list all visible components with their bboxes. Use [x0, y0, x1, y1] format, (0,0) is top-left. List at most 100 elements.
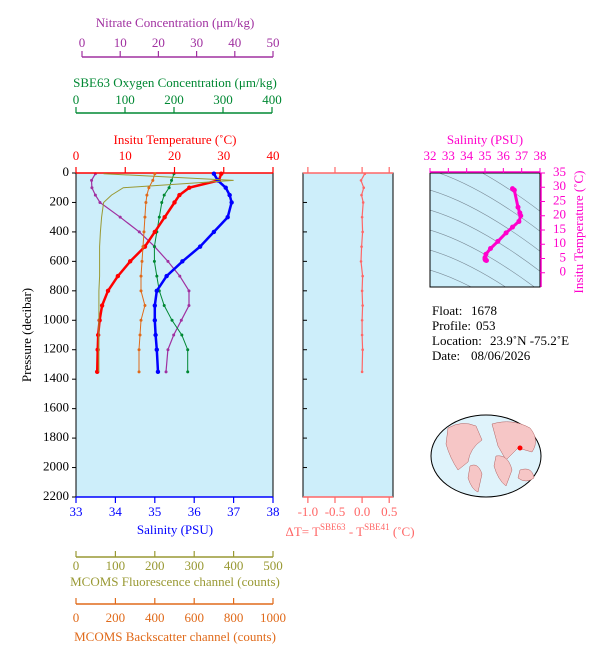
info-label: Float:	[432, 303, 462, 318]
diff-point	[361, 230, 364, 234]
profile-point	[152, 303, 157, 308]
profile-point	[137, 348, 141, 352]
profile-point	[219, 171, 224, 176]
y-tick-label: 5	[560, 249, 567, 264]
x-tick-label: 800	[224, 610, 244, 625]
y-tick-label: 200	[50, 193, 70, 208]
diff-point	[362, 186, 366, 190]
x-tick-label: 0	[73, 92, 80, 107]
profile-point	[172, 200, 177, 205]
profile-point	[97, 318, 102, 323]
x-tick-label: 20	[152, 35, 165, 50]
y-tick-label: 10	[553, 235, 566, 250]
x-tick-label: 34	[460, 148, 474, 163]
profile-point	[152, 318, 157, 323]
profile-point	[177, 192, 182, 198]
profile-point	[105, 288, 111, 294]
profile-point	[141, 245, 145, 249]
diff-point	[363, 172, 367, 176]
profile-point	[137, 370, 141, 374]
x-tick-label: 0	[73, 558, 80, 573]
profile-point	[143, 304, 147, 308]
profile-line	[153, 173, 189, 372]
profile-point	[98, 200, 102, 204]
diff-point	[360, 245, 363, 248]
profile-point	[90, 186, 94, 190]
axis-title: Salinity (PSU)	[137, 522, 213, 537]
profile-point	[138, 333, 142, 337]
profile-point	[139, 274, 143, 278]
density-contours	[430, 173, 540, 287]
info-value: 1678	[471, 303, 497, 318]
profile-point	[179, 318, 183, 322]
profile-point	[187, 289, 191, 293]
x-tick-label: 35	[479, 148, 492, 163]
profile-point	[187, 185, 192, 190]
profile-point	[147, 186, 151, 190]
x-tick-label: 100	[115, 92, 135, 107]
x-tick-label: 0	[73, 148, 80, 163]
y-tick-label: 35	[553, 164, 566, 179]
diff-point	[360, 333, 364, 337]
x-tick-label: 200	[145, 558, 165, 573]
y-tick-label: 25	[553, 192, 566, 207]
x-tick-label: 33	[70, 504, 83, 519]
diff-line	[360, 173, 366, 372]
y-tick-label: 1600	[43, 400, 69, 415]
x-tick-label: 400	[224, 558, 244, 573]
axis-title: SBE63 Oxygen Concentration (μm/kg)	[73, 75, 277, 90]
diff-point	[359, 179, 363, 182]
profile-point	[142, 230, 146, 234]
y-tick-label: 0	[63, 164, 70, 179]
x-tick-label: 400	[262, 92, 282, 107]
profile-point	[172, 333, 176, 337]
profile-line	[98, 173, 234, 372]
x-tick-label: 500	[263, 558, 283, 573]
profile-point	[139, 289, 143, 293]
profile-point	[154, 288, 159, 294]
title-part: SBE63	[320, 522, 346, 532]
profile-point	[140, 259, 144, 263]
x-tick-label: 38	[534, 148, 547, 163]
ts-point	[488, 246, 493, 252]
profile-point	[160, 200, 164, 204]
profile-point	[152, 229, 157, 235]
ts-point	[518, 213, 524, 219]
profile-point	[127, 259, 133, 264]
y-tick-label: 800	[50, 282, 70, 297]
diff-point	[360, 289, 364, 293]
profile-point	[152, 259, 156, 263]
diff-point	[359, 260, 363, 263]
y-tick-label: 1400	[43, 370, 69, 385]
x-tick-label: 0.0	[354, 504, 370, 519]
profile-point	[162, 304, 166, 308]
ts-point	[511, 187, 517, 193]
profile-point	[197, 244, 203, 249]
profile-point	[166, 348, 170, 352]
x-tick-label: 200	[164, 92, 184, 107]
profile-point	[178, 274, 182, 278]
profile-point	[115, 273, 121, 279]
profile-point	[170, 318, 174, 322]
x-tick-label: 32	[424, 148, 437, 163]
y-tick-label: 20	[553, 207, 566, 222]
x-tick-label: 40	[267, 148, 280, 163]
profile-point	[229, 200, 234, 205]
axis-title: ΔT= TSBE63 - TSBE41 (˚C)	[285, 522, 414, 539]
profile-point	[139, 318, 143, 322]
y-tick-label: 1000	[43, 311, 69, 326]
profile-point	[186, 370, 190, 374]
ts-point	[483, 257, 489, 263]
world-map	[430, 414, 542, 498]
diff-point	[361, 201, 365, 204]
x-tick-label: 30	[217, 148, 230, 163]
profile-point	[155, 369, 161, 375]
diff-point	[361, 348, 364, 352]
profile-line	[138, 173, 156, 372]
profile-point	[90, 178, 94, 182]
profile-point	[157, 215, 161, 219]
profile-point	[225, 214, 230, 220]
profile-point	[211, 171, 217, 176]
profile-point	[137, 230, 141, 234]
